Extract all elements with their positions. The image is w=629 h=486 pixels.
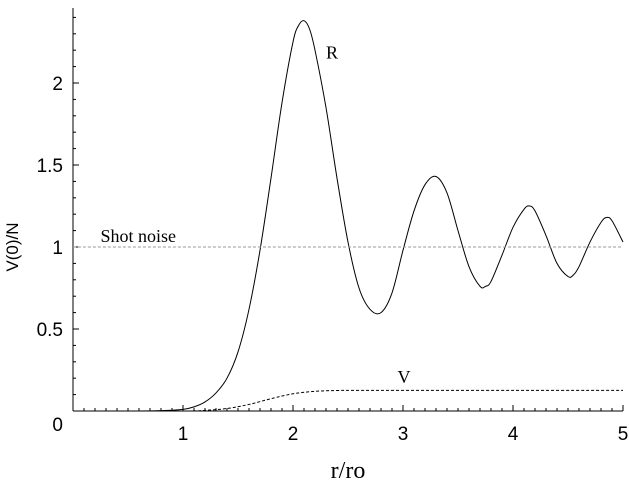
tick-labels: 1 2 3 4 5 0 0.5 1 1.5 2 — [37, 74, 629, 445]
x-axis-title: r/ro — [331, 458, 366, 484]
x-tick-label: 5 — [618, 424, 629, 445]
y-tick-label: 2 — [52, 74, 63, 95]
x-tick-label: 4 — [508, 424, 519, 445]
x-tick-label: 3 — [398, 424, 409, 445]
annotation-shot-noise: Shot noise — [101, 226, 177, 246]
annotations: R V Shot noise — [101, 42, 411, 387]
y-tick-label: 0.5 — [37, 320, 63, 341]
annotation-v: V — [398, 367, 411, 387]
y-tick-label: 0 — [52, 415, 63, 436]
series-line-r — [72, 20, 624, 412]
y-tick-label: 1.5 — [37, 156, 63, 177]
tick-marks — [73, 16, 624, 411]
series-line-v — [72, 389, 623, 412]
series-layer — [72, 20, 624, 412]
y-axis-title: V(0)/N — [3, 222, 22, 271]
axes: 1 2 3 4 5 0 0.5 1 1.5 2 — [37, 8, 629, 445]
y-tick-label: 1 — [52, 238, 63, 259]
x-tick-label: 2 — [288, 424, 299, 445]
x-tick-label: 1 — [178, 424, 189, 445]
annotation-r: R — [326, 42, 338, 62]
